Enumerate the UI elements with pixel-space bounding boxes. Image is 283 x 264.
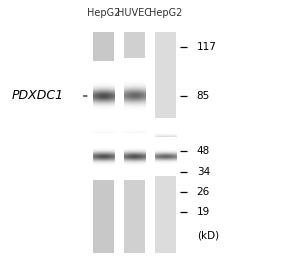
- Text: 117: 117: [197, 42, 216, 52]
- Text: 34: 34: [197, 167, 210, 177]
- Text: 19: 19: [197, 208, 210, 218]
- Bar: [124, 32, 145, 253]
- Text: HepG2: HepG2: [87, 8, 120, 18]
- Text: PDXDC1: PDXDC1: [11, 89, 63, 102]
- Text: HUVEC: HUVEC: [117, 8, 151, 18]
- Text: HepG2: HepG2: [149, 8, 182, 18]
- Bar: [93, 32, 114, 253]
- Text: 48: 48: [197, 147, 210, 157]
- Text: (kD): (kD): [197, 231, 219, 241]
- Text: 85: 85: [197, 91, 210, 101]
- Text: 26: 26: [197, 187, 210, 197]
- Bar: [155, 32, 176, 253]
